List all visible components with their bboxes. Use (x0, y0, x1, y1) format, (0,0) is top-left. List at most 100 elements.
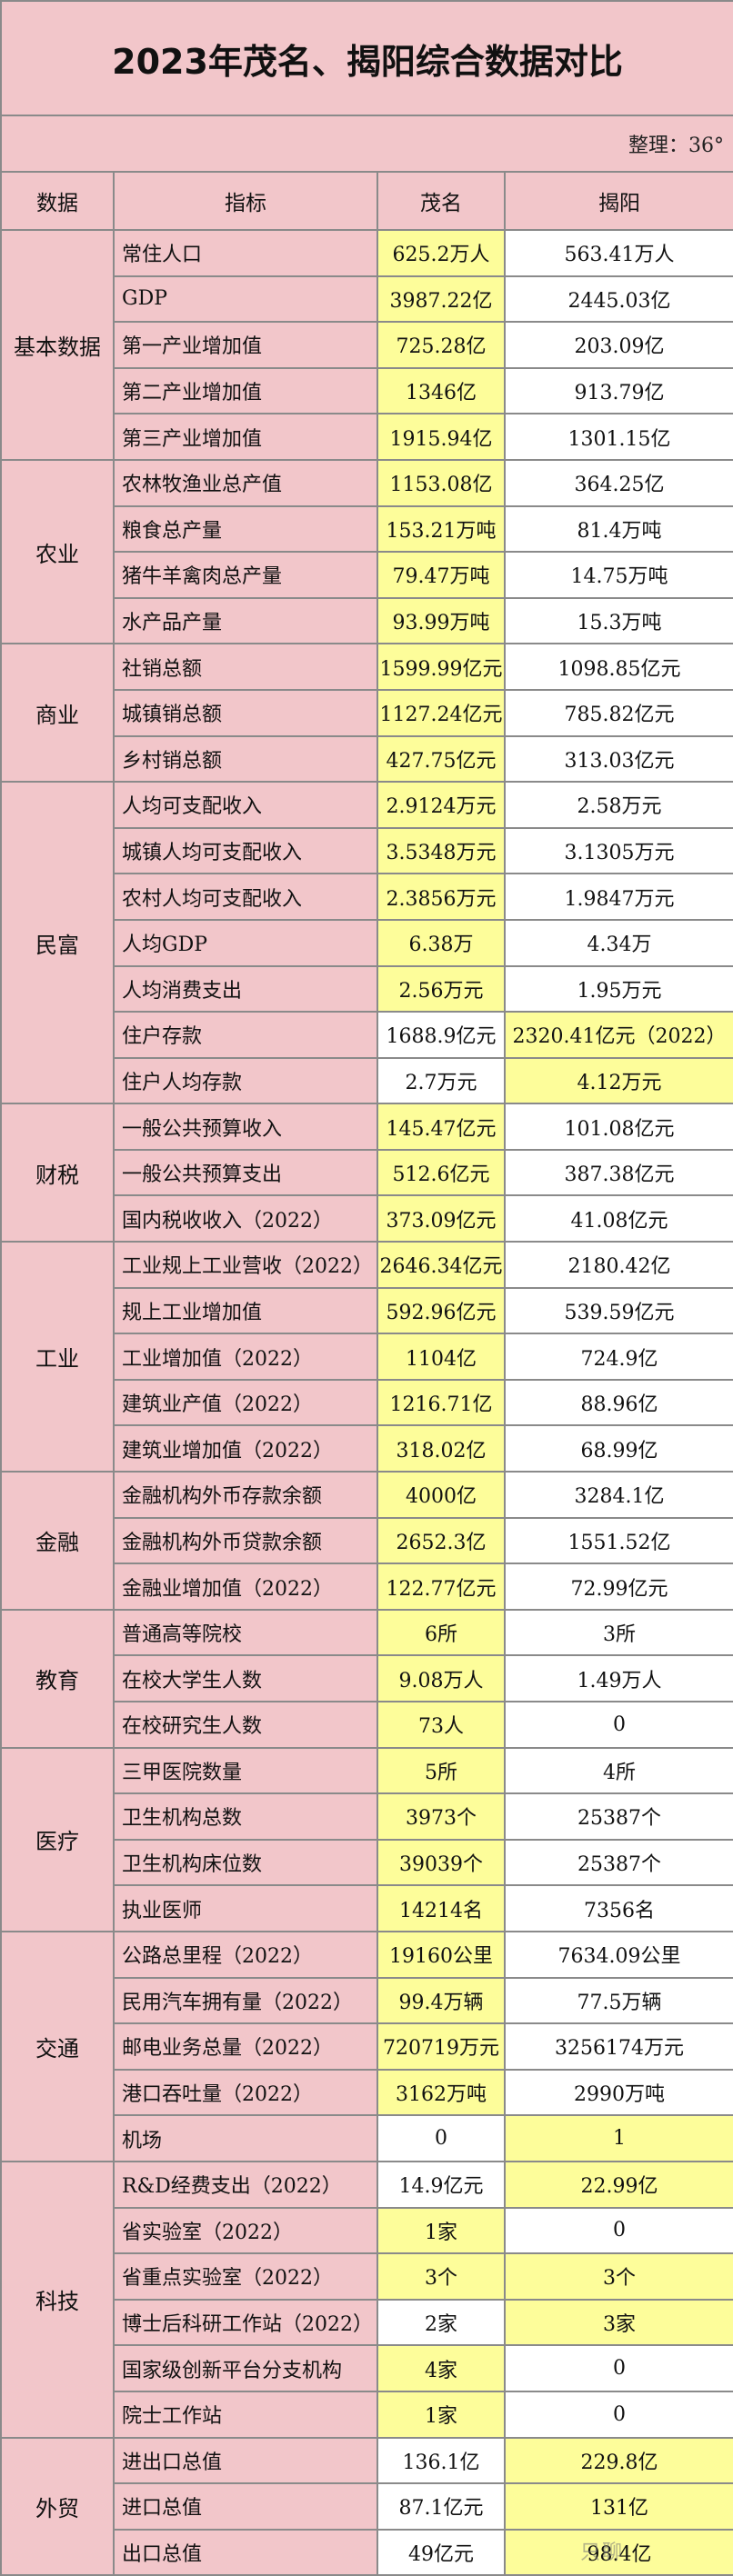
indicator-cell: R&D经费支出（2022） (113, 2160, 378, 2209)
table-row: 人均GDP 6.38万 4.34万 (1, 918, 733, 967)
jieyang-value-cell: 3所 (503, 1608, 733, 1657)
jieyang-value-cell: 1551.52亿 (503, 1516, 733, 1565)
table-row: 执业医师 14214名 7356名 (1, 1884, 733, 1932)
maoming-value-cell: 2.3856万元 (377, 873, 506, 921)
indicator-cell: 在校研究生人数 (113, 1701, 378, 1749)
category-cell: 科技 (0, 2160, 115, 2439)
indicator-cell: 民用汽车拥有量（2022） (113, 1976, 378, 2025)
indicator-cell: 乡村销总额 (113, 734, 378, 784)
table-row: 进口总值 87.1亿元 131亿 (1, 2482, 733, 2531)
indicator-cell: 三甲医院数量 (113, 1746, 378, 1795)
table-row: 在校研究生人数 73人 0 (1, 1701, 733, 1749)
maoming-value-cell: 3.5348万元 (377, 826, 506, 875)
indicator-cell: 一般公共预算支出 (113, 1148, 378, 1197)
indicator-cell: 住户存款 (113, 1011, 378, 1059)
maoming-value-cell: 720719万元 (377, 2022, 506, 2071)
jieyang-value-cell: 1.95万元 (503, 964, 733, 1013)
maoming-value-cell: 0 (377, 2114, 506, 2162)
table-row: 院士工作站 1家 0 (1, 2390, 733, 2439)
indicator-cell: 第三产业增加值 (113, 413, 378, 461)
maoming-value-cell: 99.4万辆 (377, 1976, 506, 2025)
maoming-value-cell: 1915.94亿 (377, 413, 506, 461)
jieyang-value-cell: 203.09亿 (503, 321, 733, 369)
indicator-cell: 金融业增加值（2022） (113, 1563, 378, 1611)
jieyang-value-cell: 0 (503, 1701, 733, 1749)
table-row: 医疗 三甲医院数量 5所 4所 (0, 1746, 733, 1932)
maoming-value-cell: 1家 (377, 2390, 506, 2439)
table-row: 博士后科研工作站（2022） 2家 3家 (1, 2298, 733, 2347)
table-row: 第一产业增加值 725.28亿 203.09亿 (1, 321, 733, 369)
jieyang-value-cell: 4所 (503, 1746, 733, 1795)
table-row: 在校大学生人数 9.08万人 1.49万人 (1, 1654, 733, 1702)
table-row: 水产品产量 93.99万吨 15.3万吨 (1, 596, 733, 645)
indicator-cell: 人均GDP (113, 918, 378, 967)
category-cell: 商业 (0, 643, 115, 784)
header-indicator: 指标 (113, 171, 378, 231)
maoming-value-cell: 592.96亿元 (377, 1286, 506, 1335)
jieyang-value-cell: 364.25亿 (503, 458, 733, 507)
jieyang-value-cell: 2.58万元 (503, 781, 733, 829)
jieyang-value-cell: 25387个 (503, 1838, 733, 1887)
category-cell: 金融 (0, 1471, 115, 1611)
maoming-value-cell: 3162万吨 (377, 2068, 506, 2117)
jieyang-value-cell: 68.99亿 (503, 1424, 733, 1473)
jieyang-value-cell: 2320.41亿元（2022） (503, 1011, 733, 1059)
table-row: 卫生机构总数 3973个 25387个 (1, 1792, 733, 1841)
jieyang-value-cell: 77.5万辆 (503, 1976, 733, 2025)
jieyang-value-cell: 387.38亿元 (503, 1148, 733, 1197)
category-cell: 医疗 (0, 1746, 115, 1932)
category-cell: 外贸 (0, 2436, 115, 2576)
indicator-cell: 人均可支配收入 (113, 781, 378, 829)
maoming-value-cell: 1346亿 (377, 366, 506, 415)
indicator-cell: 粮食总产量 (113, 504, 378, 554)
maoming-value-cell: 79.47万吨 (377, 551, 506, 599)
maoming-value-cell: 93.99万吨 (377, 596, 506, 645)
jieyang-value-cell: 7634.09公里 (503, 1930, 733, 1979)
table-row: 交通 公路总里程（2022） 19160公里 7634.09公里 (0, 1930, 733, 2162)
table-row: 乡村销总额 427.75亿元 313.03亿元 (1, 734, 733, 784)
table-row: 基本数据 常住人口 625.2万人 563.41万人 (0, 229, 733, 461)
maoming-value-cell: 153.21万吨 (377, 504, 506, 554)
maoming-value-cell: 725.28亿 (377, 321, 506, 369)
indicator-cell: GDP (113, 275, 378, 324)
maoming-value-cell: 3973个 (377, 1792, 506, 1841)
maoming-value-cell: 427.75亿元 (377, 734, 506, 784)
maoming-value-cell: 4家 (377, 2344, 506, 2392)
jieyang-value-cell: 1 (503, 2114, 733, 2162)
maoming-value-cell: 1216.71亿 (377, 1378, 506, 1427)
maoming-value-cell: 2652.3亿 (377, 1516, 506, 1565)
indicator-cell: 卫生机构床位数 (113, 1838, 378, 1887)
maoming-value-cell: 2.9124万元 (377, 781, 506, 829)
indicator-cell: 港口吞吐量（2022） (113, 2068, 378, 2117)
table-row: 省实验室（2022） 1家 0 (1, 2206, 733, 2255)
jieyang-value-cell: 563.41万人 (503, 229, 733, 277)
table-row: 机场 0 1 (1, 2114, 733, 2162)
table-row: 农村人均可支配收入 2.3856万元 1.9847万元 (1, 873, 733, 921)
table-row: 粮食总产量 153.21万吨 81.4万吨 (1, 504, 733, 554)
maoming-value-cell: 625.2万人 (377, 229, 506, 277)
maoming-value-cell: 14214名 (377, 1884, 506, 1932)
jieyang-value-cell: 3个 (503, 2252, 733, 2301)
jieyang-value-cell: 3256174万元 (503, 2022, 733, 2071)
jieyang-value-cell: 101.08亿元 (503, 1103, 733, 1151)
table-row: 国家级创新平台分支机构 4家 0 (1, 2344, 733, 2392)
indicator-cell: 常住人口 (113, 229, 378, 277)
maoming-value-cell: 1家 (377, 2206, 506, 2255)
table-row: 民用汽车拥有量（2022） 99.4万辆 77.5万辆 (1, 1976, 733, 2025)
table-row: 住户存款 1688.9亿元 2320.41亿元（2022） (1, 1011, 733, 1059)
maoming-value-cell: 39039个 (377, 1838, 506, 1887)
table-row: 一般公共预算支出 512.6亿元 387.38亿元 (1, 1148, 733, 1197)
indicator-cell: 普通高等院校 (113, 1608, 378, 1657)
maoming-value-cell: 9.08万人 (377, 1654, 506, 1702)
table-row: 工业 工业规上工业营收（2022） 2646.34亿元 2180.42亿 (0, 1241, 733, 1473)
maoming-value-cell: 1599.99亿元 (377, 643, 506, 691)
table-row: 金融业增加值（2022） 122.77亿元 72.99亿元 (1, 1563, 733, 1611)
jieyang-value-cell: 1.49万人 (503, 1654, 733, 1702)
jieyang-value-cell: 88.96亿 (503, 1378, 733, 1427)
indicator-cell: 建筑业产值（2022） (113, 1378, 378, 1427)
jieyang-value-cell: 0 (503, 2344, 733, 2392)
jieyang-value-cell: 3.1305万元 (503, 826, 733, 875)
table-row: 人均消费支出 2.56万元 1.95万元 (1, 964, 733, 1013)
indicator-cell: 城镇销总额 (113, 688, 378, 737)
